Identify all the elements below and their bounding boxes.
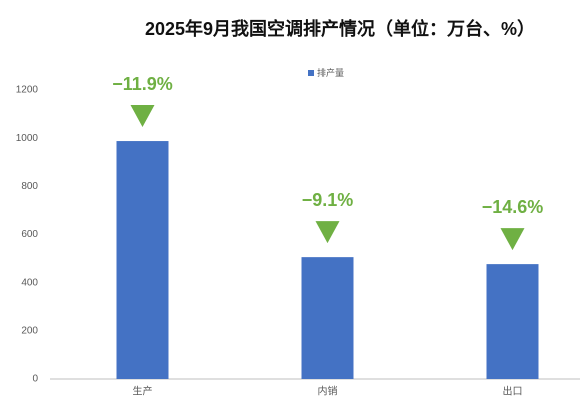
annotation: −11.9% [112,74,173,94]
y-tick-label: 400 [21,277,38,288]
y-tick-label: 1000 [16,133,39,144]
y-tick-label: 1200 [16,85,39,96]
x-tick-label: 生产 [133,385,153,398]
annotation: −9.1% [302,190,354,210]
down-arrow [500,228,525,251]
y-tick-label: 600 [21,229,38,240]
down-arrow [130,105,155,128]
bar [116,141,169,379]
down-arrow [315,221,340,244]
annotation: −14.6% [482,197,544,217]
legend-label: 排产量 [317,67,344,78]
x-tick-label: 内销 [318,385,338,398]
bar [301,257,354,379]
y-tick-label: 800 [21,181,38,192]
legend-swatch [308,70,314,76]
x-tick-label: 出口 [503,385,523,398]
bar [486,264,539,379]
chart-title: 2025年9月我国空调排产情况（单位：万台、%） [145,18,535,39]
y-tick-label: 0 [32,374,38,385]
y-tick-label: 200 [21,325,38,336]
